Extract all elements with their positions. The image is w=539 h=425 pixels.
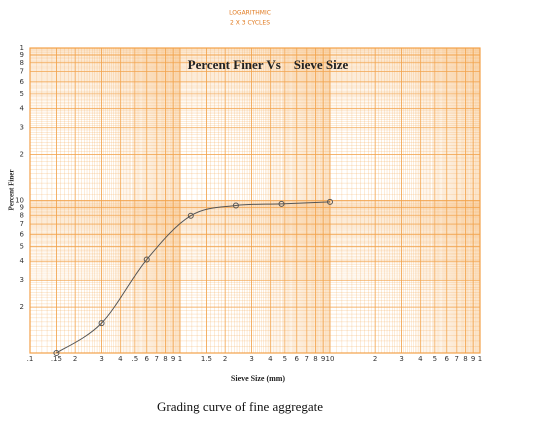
x-tick-label: 5 (283, 355, 287, 363)
y-tick-label: 8 (20, 59, 24, 67)
y-tick-label: 5 (20, 90, 24, 98)
chart-title: Percent Finer Vs Sieve Size (188, 57, 349, 72)
plot-area (29, 47, 481, 354)
y-axis-label: Percent Finer (8, 170, 16, 211)
data-point (53, 350, 60, 356)
x-tick-label: 6 (444, 355, 449, 363)
y-tick-label: 5 (20, 242, 24, 250)
x-tick-label: 3 (99, 355, 103, 363)
y-tick-label: 10 (15, 197, 24, 205)
y-tick-label: 6 (20, 78, 25, 86)
y-tick-label: 1 (20, 44, 24, 52)
y-tick-label: 8 (20, 211, 24, 219)
x-tick-label: 6 (294, 355, 299, 363)
y-tick-label: 4 (20, 257, 25, 265)
data-point (187, 212, 194, 219)
y-tick-label: 2 (20, 303, 24, 311)
data-point (327, 198, 333, 205)
x-tick-label: 7 (305, 355, 309, 363)
data-point (232, 202, 239, 209)
y-tick-label: 7 (20, 220, 24, 228)
x-tick-label: 2 (223, 355, 227, 363)
x-tick-label: 9 (471, 355, 475, 363)
y-tick-label: 6 (20, 230, 25, 238)
x-tick-label: 8 (313, 355, 317, 363)
x-tick-label: 10 (326, 355, 335, 363)
annotation: LOGARITHMIC (229, 10, 271, 17)
x-tick-label: 1 (178, 355, 182, 363)
x-tick-label: 7 (155, 355, 159, 363)
x-tick-label: .15 (51, 355, 62, 363)
x-tick-label: 5 (433, 355, 437, 363)
data-point (143, 256, 150, 263)
x-tick-label: 4 (418, 355, 423, 363)
grading-curve (56, 201, 331, 354)
x-tick-label: 4 (268, 355, 273, 363)
y-tick-label: 4 (20, 105, 25, 113)
data-point (98, 320, 105, 327)
x-tick-label: 4 (118, 355, 123, 363)
x-tick-label: 6 (144, 355, 149, 363)
caption: Grading curve of fine aggregate (157, 399, 323, 414)
y-tick-label: 7 (20, 68, 24, 76)
x-tick-label: 3 (249, 355, 253, 363)
x-tick-label: 9 (321, 355, 325, 363)
y-tick-label: 9 (20, 203, 24, 211)
x-tick-label: 2 (73, 355, 77, 363)
y-tick-label: 2 (20, 151, 24, 159)
x-tick-label: 1.5 (201, 355, 212, 363)
x-tick-label: 1 (478, 355, 482, 363)
data-point (278, 200, 285, 207)
x-tick-label: .5 (132, 355, 139, 363)
x-tick-label: 8 (163, 355, 167, 363)
y-tick-label: 9 (20, 51, 24, 59)
x-tick-label: .1 (27, 355, 34, 363)
x-tick-label: 8 (463, 355, 467, 363)
x-tick-label: 3 (399, 355, 403, 363)
x-tick-label: 9 (171, 355, 175, 363)
annotation: 2 X 3 CYCLES (230, 20, 270, 27)
x-tick-label: 2 (373, 355, 377, 363)
x-tick-label: 7 (455, 355, 459, 363)
x-axis-label: Sieve Size (mm) (231, 374, 286, 383)
y-tick-label: 3 (20, 124, 24, 132)
y-tick-label: 3 (20, 276, 24, 284)
